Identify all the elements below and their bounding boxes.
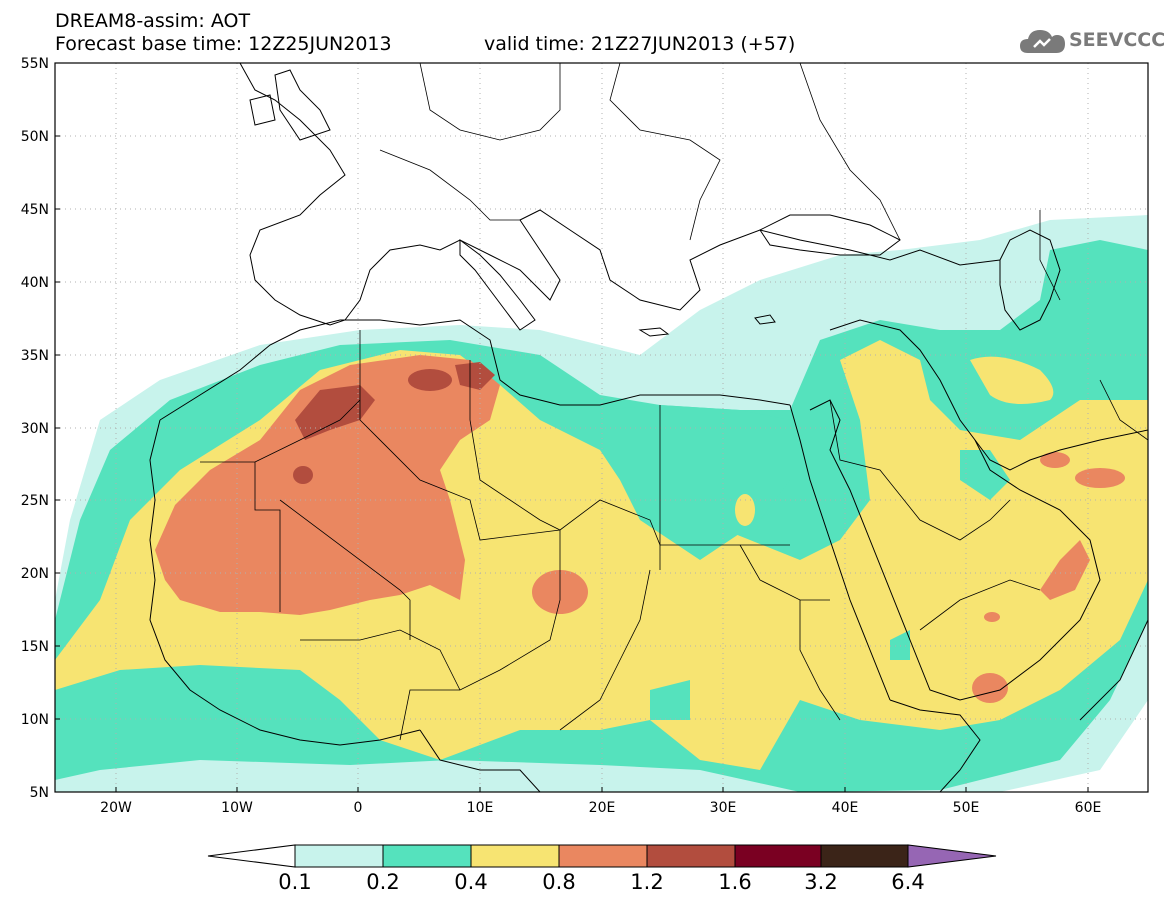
colorbar-swatch xyxy=(294,844,384,868)
logo-text: SEEVCCC xyxy=(1069,29,1165,51)
lon-label: 10W xyxy=(221,800,253,816)
lat-label: 10N xyxy=(21,712,49,728)
lat-label: 20N xyxy=(21,566,49,582)
lat-label: 15N xyxy=(21,639,49,655)
lon-label: 10E xyxy=(467,800,494,816)
lat-label: 5N xyxy=(30,785,49,801)
lat-axis-labels: 55N 50N 45N 40N 35N 30N 25N 20N 15N 10N … xyxy=(21,56,49,801)
colorbar-label: 6.4 xyxy=(891,870,925,894)
colorbar-label: 0.2 xyxy=(366,870,400,894)
lat-label: 45N xyxy=(21,202,49,218)
colorbar-swatch xyxy=(470,844,560,868)
colorbar-over-arrow xyxy=(907,844,997,868)
colorbar-swatch xyxy=(382,844,472,868)
lon-label: 60E xyxy=(1075,800,1102,816)
colorbar-swatch xyxy=(820,844,909,868)
colorbar-label: 0.4 xyxy=(454,870,488,894)
lon-label: 20W xyxy=(100,800,132,816)
cloud-icon xyxy=(1020,30,1065,53)
lat-label: 50N xyxy=(21,129,49,145)
base-time: Forecast base time: 12Z25JUN2013 xyxy=(55,33,392,55)
colorbar-label: 1.2 xyxy=(630,870,664,894)
lat-label: 40N xyxy=(21,275,49,291)
seevccc-logo: SEEVCCC xyxy=(1016,24,1165,58)
colorbar-swatch xyxy=(558,844,648,868)
country-borders xyxy=(200,63,1148,741)
lon-label: 40E xyxy=(832,800,859,816)
lat-label: 35N xyxy=(21,348,49,364)
model-title: DREAM8-assim: AOT xyxy=(55,10,251,32)
lat-label: 30N xyxy=(21,421,49,437)
colorbar-label: 0.1 xyxy=(278,870,312,894)
colorbar-swatch xyxy=(734,844,822,868)
valid-time: valid time: 21Z27JUN2013 (+57) xyxy=(484,33,796,55)
colorbar xyxy=(207,844,997,868)
colorbar-under-arrow xyxy=(207,844,296,868)
lat-label: 25N xyxy=(21,493,49,509)
tick-marks xyxy=(55,135,1089,792)
colorbar-swatch xyxy=(646,844,736,868)
lon-label: 30E xyxy=(710,800,737,816)
aot-contour-1.2 xyxy=(293,362,495,484)
lon-label: 20E xyxy=(589,800,616,816)
lon-axis-labels: 20W 10W 0 10E 20E 30E 40E 50E 60E xyxy=(100,800,1101,816)
colorbar-label: 1.6 xyxy=(718,870,752,894)
colorbar-label: 3.2 xyxy=(804,870,838,894)
coastlines xyxy=(149,63,1148,792)
lat-label: 55N xyxy=(21,56,49,72)
colorbar-label: 0.8 xyxy=(542,870,576,894)
lon-label: 50E xyxy=(953,800,980,816)
lon-label: 0 xyxy=(354,800,363,816)
